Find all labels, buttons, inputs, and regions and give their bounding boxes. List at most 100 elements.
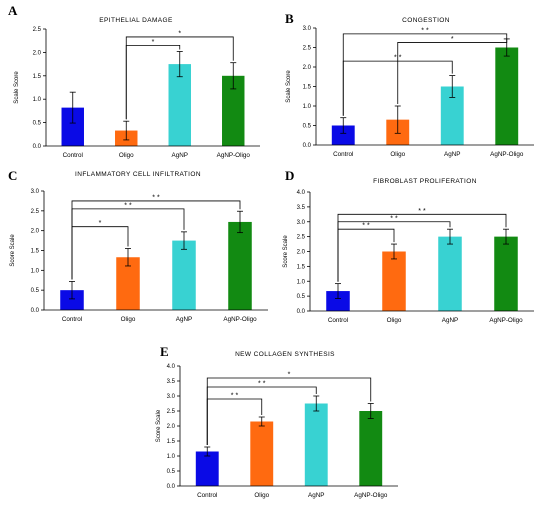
y-tick-label: 1.0 [303, 104, 312, 110]
x-tick-label: AgNP-Oligo [490, 151, 524, 158]
x-tick-label: Control [197, 492, 217, 499]
x-tick-label: Control [333, 151, 353, 158]
bar-oligo [382, 251, 406, 311]
x-tick-label: Control [62, 316, 82, 323]
y-tick-label: 0.5 [33, 121, 42, 127]
panel-c: C INFLAMMATORY CELL INFILTRATION Score Sca… [8, 168, 268, 323]
bar-agnp [172, 240, 196, 310]
significance-label: * [99, 220, 102, 227]
y-tick-label: 4.0 [167, 364, 176, 370]
y-tick-label: 1.0 [33, 97, 42, 103]
x-tick-label: AgNP [172, 152, 188, 159]
y-tick-label: 1.0 [31, 268, 40, 274]
x-tick-label: AgNP-Oligo [223, 316, 257, 323]
x-tick-label: Control [63, 152, 83, 159]
significance-label: * * [421, 27, 429, 34]
x-tick-label: AgNP [176, 316, 192, 323]
y-tick-label: 2.0 [297, 250, 306, 256]
panel-letter: B [285, 11, 294, 26]
y-tick-label: 3.5 [297, 205, 306, 211]
y-tick-label: 2.5 [303, 46, 312, 52]
significance-bracket [342, 33, 508, 116]
x-tick-label: Oligo [387, 317, 402, 324]
chart-title: EPITHELIAL DAMAGE [99, 17, 173, 24]
y-tick-label: 3.0 [167, 394, 176, 400]
y-tick-label: 3.0 [303, 26, 312, 32]
y-tick-label: 2.5 [31, 209, 40, 215]
y-tick-label: 0.0 [303, 143, 312, 149]
significance-label: * [288, 372, 291, 379]
x-tick-label: Oligo [254, 492, 269, 499]
chart-title: CONGESTION [402, 17, 450, 24]
y-tick-label: 3.0 [297, 220, 306, 226]
bar-control [61, 107, 84, 146]
x-tick-label: AgNP [444, 151, 460, 158]
x-tick-label: AgNP-Oligo [489, 317, 523, 324]
significance-label: * * [258, 381, 266, 388]
significance-label: * * [152, 194, 160, 201]
y-tick-label: 2.0 [303, 65, 312, 71]
bar-oligo [116, 257, 140, 310]
y-tick-label: 3.5 [167, 379, 176, 385]
y-tick-label: 2.5 [297, 235, 306, 241]
y-tick-label: 0.0 [297, 309, 306, 315]
y-tick-label: 1.5 [297, 264, 306, 270]
significance-label: * * [390, 215, 398, 222]
x-tick-label: AgNP-Oligo [217, 152, 251, 159]
significance-label: * * [124, 202, 132, 209]
x-tick-label: Oligo [119, 152, 134, 159]
bar-control [331, 125, 355, 145]
y-tick-label: 1.0 [167, 454, 176, 460]
x-tick-label: AgNP [442, 317, 458, 324]
significance-label: * [451, 36, 454, 43]
y-tick-label: 1.5 [33, 74, 42, 80]
y-tick-label: 2.0 [33, 50, 42, 56]
bar-agnp-oligo [222, 75, 245, 146]
significance-label: * * [362, 223, 370, 230]
y-tick-label: 0.5 [303, 124, 312, 130]
bar-agnp-oligo [494, 236, 518, 311]
bar-control [60, 290, 84, 310]
panel-letter: A [8, 3, 18, 18]
x-tick-label: Oligo [390, 151, 405, 158]
y-tick-label: 3.0 [31, 189, 40, 195]
panel-b: B CONGESTION Scale Score 0.0 0.5 1.0 1.5 2.0 2.5… [285, 11, 534, 158]
significance-bracket [337, 213, 507, 282]
significance-label: * [152, 39, 155, 46]
significance-label: * * [231, 393, 239, 400]
bar-oligo [250, 421, 274, 486]
x-tick-label: Oligo [121, 316, 136, 323]
chart-title: FIBROBLAST PROLIFERATION [373, 178, 477, 185]
y-tick-label: 0.5 [167, 469, 176, 475]
bar-agnp [168, 64, 191, 146]
x-tick-label: Control [328, 317, 348, 324]
y-axis-title: Score Scale [283, 235, 289, 268]
y-tick-label: 4.0 [297, 190, 306, 196]
y-tick-label: 0.5 [297, 294, 306, 300]
y-axis-title: Scale Score [14, 71, 20, 104]
significance-bracket [206, 377, 372, 445]
chart-title: NEW COLLAGEN SYNTHESIS [235, 351, 335, 358]
y-tick-label: 1.5 [31, 249, 40, 255]
panel-letter: E [160, 344, 169, 359]
bar-agnp [438, 236, 462, 311]
y-tick-label: 2.0 [167, 424, 176, 430]
y-tick-label: 2.0 [31, 229, 40, 235]
panel-letter: C [8, 168, 17, 183]
significance-bracket [71, 200, 241, 280]
y-tick-label: 0.0 [167, 484, 176, 490]
bar-agnp-oligo [228, 221, 252, 310]
y-tick-label: 1.0 [297, 279, 306, 285]
x-tick-label: AgNP-Oligo [354, 492, 388, 499]
y-tick-label: 1.5 [303, 85, 312, 91]
x-tick-label: AgNP [308, 492, 324, 499]
chart-title: INFLAMMATORY CELL INFILTRATION [75, 171, 201, 178]
y-tick-label: 0.0 [31, 308, 40, 314]
y-tick-label: 2.5 [167, 409, 176, 415]
y-tick-label: 2.5 [33, 27, 42, 33]
y-tick-label: 0.5 [31, 288, 40, 294]
y-tick-label: 0.0 [33, 144, 42, 150]
significance-bracket [397, 36, 508, 104]
bar-agnp [440, 86, 464, 145]
